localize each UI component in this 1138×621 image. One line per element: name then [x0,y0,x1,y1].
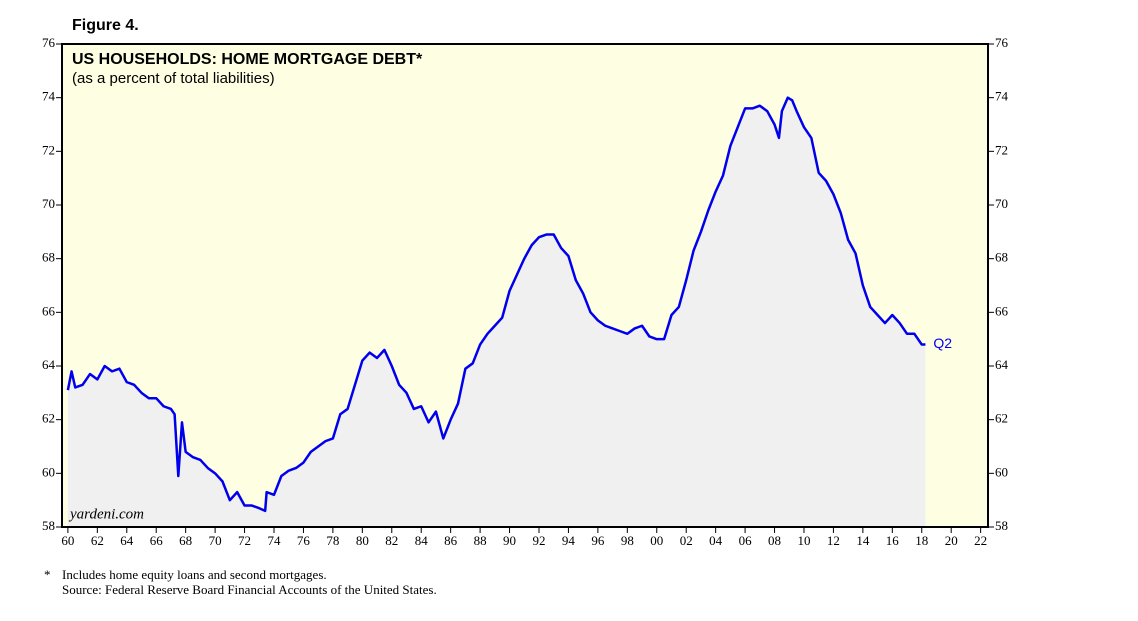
x-tick-label: 96 [591,533,605,548]
watermark: yardeni.com [68,506,144,522]
plot-frame [61,43,989,528]
y-tick-label: 60 [42,464,55,479]
x-tick-label: 94 [562,533,576,548]
y-tick-label: 62 [42,411,55,426]
x-tick-label: 78 [326,533,339,548]
x-tick-label: 02 [680,533,693,548]
x-tick-label: 86 [444,533,458,548]
x-tick-label: 22 [974,533,987,548]
y-tick-label: 64 [42,357,56,372]
y2-tick-label: 64 [995,357,1009,372]
figure-label: Figure 4. [72,17,139,34]
y2-tick-label: 72 [995,142,1008,157]
x-tick-label: 16 [886,533,900,548]
x-tick-label: 74 [267,533,281,548]
y-tick-label: 74 [42,89,56,104]
x-tick-label: 92 [532,533,545,548]
x-tick-label: 76 [297,533,311,548]
line [66,96,926,513]
x-tick-label: 14 [856,533,870,548]
x-tick-label: 82 [385,533,398,548]
x-tick-label: 60 [61,533,74,548]
x-tick-label: 64 [120,533,134,548]
y2-tick-label: 74 [995,89,1009,104]
y2-tick-label: 58 [995,518,1008,533]
x-tick-label: 72 [238,533,251,548]
footnote-marker: * [44,567,51,582]
y2-tick-label: 70 [995,196,1008,211]
chart-title: US HOUSEHOLDS: HOME MORTGAGE DEBT* [72,51,423,68]
end-label: Q2 [933,335,952,351]
y-tick-label: 76 [42,35,56,50]
x-tick-label: 00 [650,533,663,548]
x-tick-label: 10 [797,533,810,548]
y2-tick-label: 60 [995,464,1008,479]
x-tick-label: 70 [209,533,222,548]
footnote: Includes home equity loans and second mo… [62,567,327,582]
y2-tick-label: 68 [995,250,1008,265]
source: Source: Federal Reserve Board Financial … [62,582,437,597]
y-tick-label: 66 [42,303,56,318]
x-tick-label: 04 [709,533,723,548]
x-tick-label: 08 [768,533,781,548]
y2-tick-label: 66 [995,303,1009,318]
y-tick-label: 70 [42,196,55,211]
y2-tick-label: 76 [995,35,1009,50]
x-tick-label: 66 [150,533,164,548]
x-tick-label: 80 [356,533,369,548]
x-tick-label: 88 [474,533,487,548]
x-tick-label: 90 [503,533,516,548]
y-tick-label: 72 [42,142,55,157]
x-tick-label: 68 [179,533,192,548]
y-tick-label: 68 [42,250,55,265]
x-tick-label: 18 [915,533,928,548]
x-tick-label: 62 [91,533,104,548]
x-tick-label: 98 [621,533,634,548]
x-tick-label: 12 [827,533,840,548]
x-tick-label: 06 [739,533,753,548]
y-tick-label: 58 [42,518,55,533]
chart-subtitle: (as a percent of total liabilities) [72,70,275,87]
x-tick-label: 84 [415,533,429,548]
y2-tick-label: 62 [995,411,1008,426]
x-tick-label: 20 [945,533,958,548]
